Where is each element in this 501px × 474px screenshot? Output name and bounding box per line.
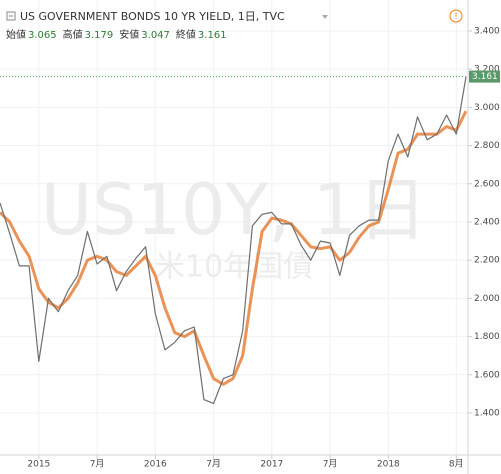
ohlc-label: 始値 <box>6 28 26 41</box>
x-tick-label: 7月 <box>323 459 338 470</box>
last-price-label: 3.161 <box>472 72 498 82</box>
ohlc-label: 終値 <box>176 28 196 41</box>
ohlc-value: 3.047 <box>141 30 170 41</box>
y-tick-label: 3.400 <box>474 26 500 36</box>
y-tick-label: 2.800 <box>474 141 500 151</box>
grid <box>0 0 468 455</box>
ribbon-line <box>0 110 468 386</box>
x-tick-label: 2017 <box>260 460 283 470</box>
ohlc-value: 3.161 <box>198 30 227 41</box>
y-tick-label: 2.000 <box>474 294 500 304</box>
price-line <box>0 76 467 404</box>
collapse-icon[interactable] <box>6 11 16 21</box>
x-tick-label: 2015 <box>27 460 50 470</box>
plot <box>0 76 468 404</box>
ohlc-label: 高値 <box>63 28 83 41</box>
title-dropdown[interactable] <box>322 15 328 19</box>
ohlc-value: 3.065 <box>28 30 57 41</box>
y-tick-label: 2.600 <box>474 179 500 189</box>
ohlc-value: 3.179 <box>85 30 114 41</box>
ohlc-label: 安値 <box>119 28 139 41</box>
x-tick-label: 2016 <box>144 460 167 470</box>
watermark: US10Y, 1日 <box>41 169 428 251</box>
y-tick-label: 1.800 <box>474 332 500 342</box>
y-tick-label: 3.200 <box>474 65 500 75</box>
alert-icon[interactable] <box>449 9 463 23</box>
x-tick-label: 8月 <box>449 459 464 470</box>
x-tick-label: 7月 <box>90 459 105 470</box>
ohlc-row: 始値 3.065 高値 3.179 安値 3.047 終値 3.161 <box>6 28 227 41</box>
y-tick-label: 1.600 <box>474 370 500 380</box>
x-tick-label: 2018 <box>377 460 400 470</box>
chart-title: US GOVERNMENT BONDS 10 YR YIELD, 1日, TVC <box>20 10 285 23</box>
last-price-tag <box>469 70 500 83</box>
watermark-subtitle: 米10年国債 <box>155 250 313 285</box>
y-tick-label: 3.000 <box>474 103 500 113</box>
y-tick-label: 1.400 <box>474 408 500 418</box>
x-tick-label: 7月 <box>206 459 221 470</box>
y-tick-label: 2.400 <box>474 217 500 227</box>
y-tick-label: 2.200 <box>474 256 500 266</box>
alert-mark: ! <box>454 12 457 21</box>
